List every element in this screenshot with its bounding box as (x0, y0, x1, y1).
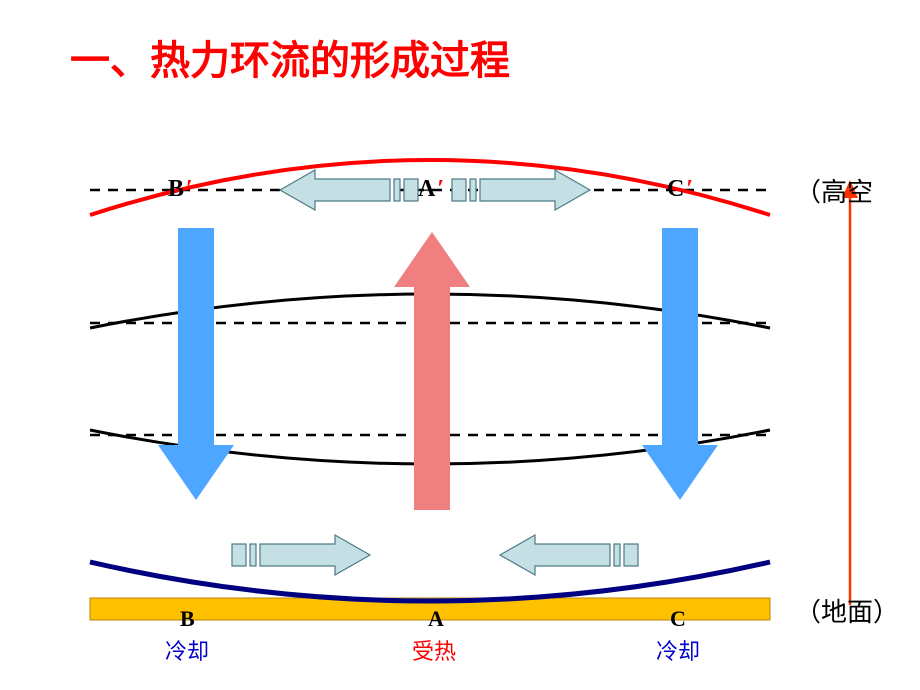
h-arrow-top-left (280, 170, 418, 210)
point-lower-A: A (428, 606, 444, 632)
paren-high: （高空 (795, 172, 873, 209)
condition-left: 冷却 (165, 634, 209, 666)
up-arrow (394, 232, 470, 510)
down-arrow-right (642, 228, 718, 500)
condition-center: 受热 (412, 634, 456, 666)
point-upper-A: A′ (418, 176, 444, 203)
point-upper-C: C′ (667, 176, 693, 203)
h-arrow-bot-left (232, 535, 370, 575)
point-lower-B: B (180, 606, 195, 632)
condition-right: 冷却 (656, 634, 700, 666)
diagram-canvas (0, 0, 920, 690)
paren-ground: （地面） (795, 592, 899, 629)
bottom-curve (90, 562, 770, 601)
point-upper-B: B′ (168, 176, 193, 203)
h-arrow-bot-right (500, 535, 638, 575)
h-arrow-top-right (452, 170, 590, 210)
point-lower-C: C (670, 606, 686, 632)
down-arrow-left (158, 228, 234, 500)
